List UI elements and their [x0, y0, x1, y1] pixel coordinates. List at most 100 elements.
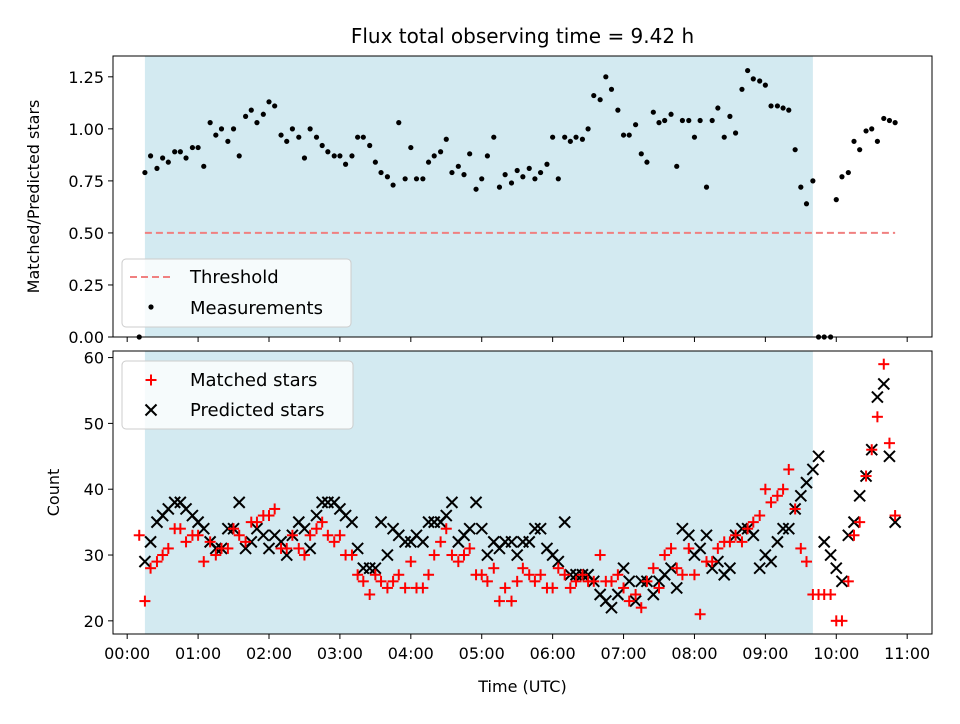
predicted-stars-point: [564, 568, 577, 581]
measurement-point: [266, 99, 272, 105]
matched-stars-point: [298, 549, 310, 561]
predicted-stars-point: [245, 535, 258, 549]
measurement-point: [650, 109, 656, 115]
matched-stars-point: [481, 575, 493, 587]
matched-stars-point: [440, 523, 452, 535]
measurement-point: [301, 155, 308, 161]
predicted-stars-point: [842, 529, 855, 542]
measurement-point: [774, 103, 781, 109]
measurement-point: [709, 117, 715, 124]
measurement-point: [189, 144, 196, 151]
measurement-point: [449, 169, 455, 176]
measurement-point: [355, 134, 361, 140]
measurement-point: [798, 184, 804, 190]
measurement-point: [160, 155, 166, 161]
predicted-stars-point: [369, 561, 382, 575]
matched-stars-point: [570, 575, 582, 587]
measurement-point: [413, 176, 420, 182]
x-tick-label: 10:00: [813, 644, 859, 663]
matched-stars-point: [854, 516, 866, 528]
x-tick-label: 01:00: [175, 644, 221, 663]
matched-stars-point: [771, 490, 783, 502]
matched-stars-point: [795, 542, 807, 554]
legend-matched-label: Matched stars: [190, 370, 317, 391]
measurement-point: [608, 86, 615, 92]
measurement-point: [786, 107, 792, 113]
top-axes-frame: [112, 55, 933, 338]
matched-stars-point: [364, 589, 376, 601]
y-tick-label: 1.25: [68, 68, 104, 87]
y-tick-label: 0.25: [68, 276, 104, 295]
measurement-point: [479, 176, 485, 182]
measurement-point: [550, 134, 556, 140]
measurement-point: [620, 132, 627, 138]
bottom-legend-box: [121, 360, 354, 430]
matched-stars-point: [564, 582, 576, 594]
measurement-point: [757, 78, 763, 84]
measurement-point: [313, 134, 320, 140]
measurement-point: [461, 172, 467, 178]
predicted-stars-point: [345, 515, 359, 529]
top-legend: Threshold Measurements: [121, 258, 352, 328]
measurement-point: [272, 103, 278, 109]
measurement-point: [496, 184, 503, 190]
measurement-point: [668, 111, 674, 117]
matched-stars-point: [405, 556, 417, 568]
y-tick-label: 40: [84, 480, 104, 499]
measurement-point: [278, 132, 284, 138]
matched-stars-point: [552, 562, 564, 574]
matched-stars-point: [878, 358, 890, 370]
predicted-stars-point: [510, 548, 524, 562]
matched-stars-point: [576, 569, 588, 581]
measurement-point: [857, 147, 863, 153]
matched-stars-point: [594, 549, 606, 561]
matched-stars-point: [866, 444, 878, 456]
top-legend-box: [121, 258, 352, 328]
measurement-point: [243, 113, 249, 119]
top-marks: [136, 67, 898, 340]
measurement-point: [372, 159, 378, 165]
matched-stars-point: [736, 536, 748, 548]
measurement-point: [213, 132, 219, 138]
matched-stars-point: [535, 569, 547, 581]
measurement-point: [863, 128, 869, 134]
matched-stars-point: [293, 542, 305, 554]
matched-stars-point: [588, 575, 600, 587]
measurement-point: [532, 176, 538, 182]
measurement-point: [254, 120, 260, 126]
top-y-axis-label: Matched/Predicted stars: [24, 100, 43, 294]
measurement-point: [390, 182, 396, 188]
predicted-stars-point: [611, 588, 625, 601]
x-tick-label: 02:00: [246, 644, 292, 663]
matched-stars-point: [458, 549, 470, 561]
predicted-stars-point: [794, 489, 808, 502]
measurement-point: [384, 174, 391, 180]
measurement-point: [579, 136, 586, 142]
matched-stars-point: [488, 562, 500, 574]
x-tick-label: 05:00: [459, 644, 505, 663]
predicted-stars-point: [168, 496, 181, 509]
predicted-stars-point: [310, 509, 323, 522]
measurement-point: [603, 74, 609, 80]
matched-stars-point: [133, 529, 145, 541]
x-axis-label: Time (UTC): [477, 677, 566, 696]
y-tick-label: 60: [84, 349, 104, 368]
predicted-stars-point: [534, 522, 547, 535]
bottom-x-ticks: 00:00 01:00 02:00 03:00 04:00 05:00 06:00 07:00…: [104, 634, 930, 663]
predicted-stars-point: [764, 555, 778, 568]
measurement-point: [874, 138, 881, 144]
matched-stars-point: [529, 575, 541, 587]
matched-stars-point: [499, 582, 511, 594]
predicted-stars-point: [700, 529, 713, 542]
measurement-point: [626, 132, 632, 138]
chart-title: Flux total observing time = 9.42 h: [351, 24, 694, 48]
measurement-point: [727, 113, 733, 119]
measurement-point: [845, 169, 851, 176]
matched-stars-point: [311, 523, 323, 535]
predicted-stars-point: [475, 522, 488, 535]
predicted-stars-point: [233, 496, 246, 509]
measurement-point: [319, 142, 325, 149]
matched-stars-point: [269, 503, 281, 515]
y-tick-label: 0.50: [68, 224, 104, 243]
measurement-point: [520, 174, 526, 180]
